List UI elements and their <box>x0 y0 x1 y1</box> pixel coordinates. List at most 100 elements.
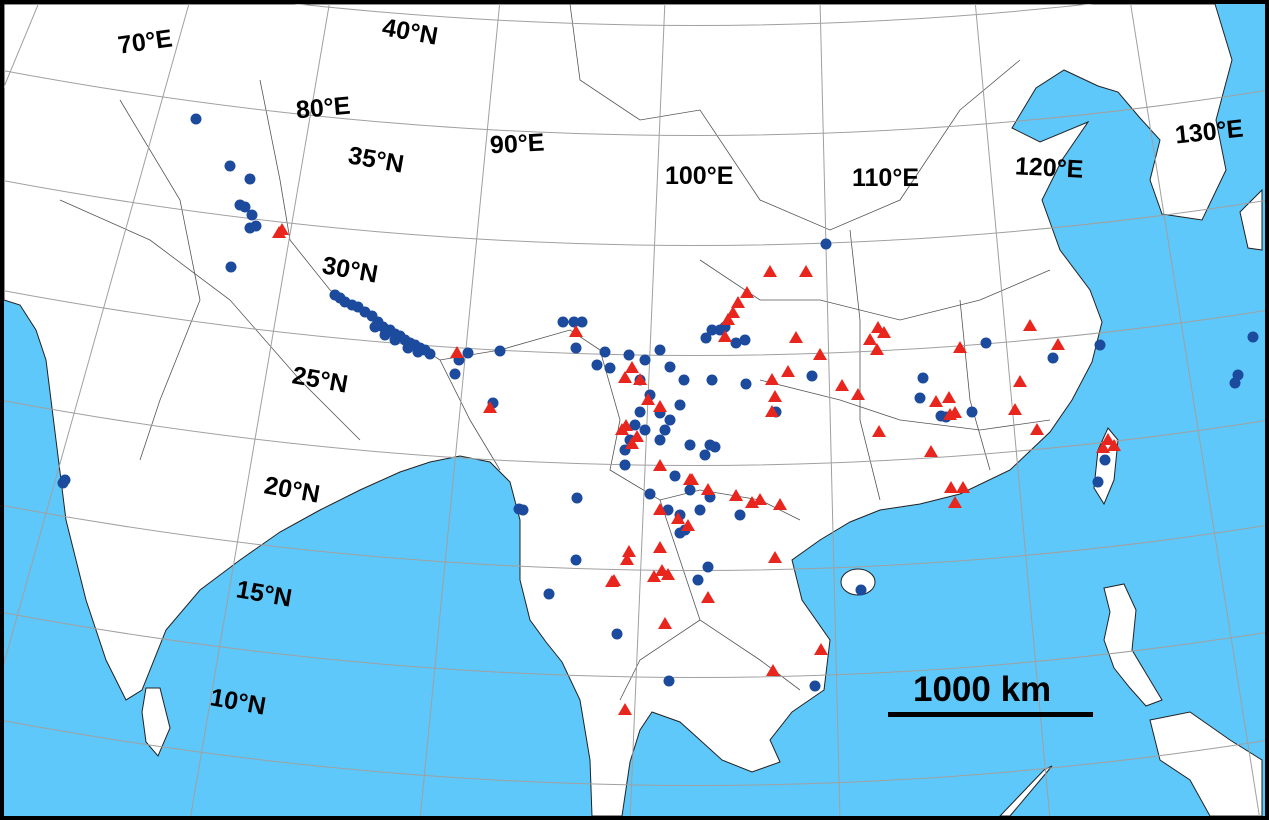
latitude-line <box>0 69 1269 136</box>
blue-circle-marker <box>654 434 666 446</box>
red-triangle-marker <box>622 545 636 557</box>
luzon <box>1103 583 1163 707</box>
blue-circle-marker <box>706 374 718 386</box>
latitude-line <box>0 719 1269 786</box>
blue-circle-marker <box>246 209 258 221</box>
red-triangle-marker <box>647 570 661 582</box>
longitude-line <box>0 0 191 680</box>
blue-circle-marker <box>570 342 582 354</box>
longitude-line <box>189 0 331 820</box>
red-triangle-marker <box>1051 338 1065 350</box>
red-triangle-marker <box>1013 375 1027 387</box>
blue-circle-marker <box>517 504 529 516</box>
red-triangle-marker <box>620 553 634 565</box>
blue-circle-marker <box>599 346 611 358</box>
blue-circle-marker <box>730 337 742 349</box>
blue-circle-marker <box>190 113 202 125</box>
blue-circle-marker <box>1092 476 1104 488</box>
border-line <box>439 359 501 471</box>
red-triangle-marker <box>740 286 754 298</box>
red-triangle-marker <box>483 401 497 413</box>
blue-circle-marker <box>1099 454 1111 466</box>
red-triangle-marker <box>768 551 782 563</box>
red-triangle-marker <box>653 541 667 553</box>
longitude-line <box>819 0 841 820</box>
blue-circle-marker <box>855 584 867 596</box>
blue-circle-marker <box>917 372 929 384</box>
red-triangle-marker <box>701 591 715 603</box>
blue-circle-marker <box>809 680 821 692</box>
blue-circle-marker <box>389 334 401 346</box>
blue-circle-marker <box>224 160 236 172</box>
scale-bar-label: 1000 km <box>913 670 1052 709</box>
blue-circle-marker <box>654 344 666 356</box>
blue-circle-marker <box>966 406 978 418</box>
scale-bar <box>888 712 1093 717</box>
blue-circle-marker <box>591 359 603 371</box>
blue-circle-marker <box>379 329 391 341</box>
japan-kyushu <box>1239 188 1263 251</box>
red-triangle-marker <box>729 489 743 501</box>
blue-circle-marker <box>706 324 718 336</box>
red-triangle-marker <box>726 306 740 318</box>
blue-circle-marker <box>644 488 656 500</box>
red-triangle-marker <box>763 265 777 277</box>
blue-circle-marker <box>678 374 690 386</box>
blue-circle-marker <box>239 201 251 213</box>
blue-circle-marker <box>619 459 631 471</box>
red-triangle-marker <box>814 643 828 655</box>
red-triangle-marker <box>942 391 956 403</box>
red-triangle-marker <box>618 703 632 715</box>
latitude-line <box>0 179 1269 246</box>
blue-circle-marker <box>369 321 381 333</box>
blue-circle-marker <box>659 424 671 436</box>
blue-circle-marker <box>611 628 623 640</box>
blue-circle-marker <box>543 588 555 600</box>
blue-circle-marker <box>702 561 714 573</box>
blue-circle-marker <box>412 346 424 358</box>
longitude-label-100e: 100°E <box>665 162 734 190</box>
blue-circle-marker <box>244 222 256 234</box>
border-line <box>59 199 361 441</box>
blue-circle-marker <box>709 441 721 453</box>
longitude-label-120e: 120°E <box>1014 152 1085 184</box>
latitude-line <box>0 289 1269 356</box>
blue-circle-marker <box>449 368 461 380</box>
blue-circle-marker <box>664 414 676 426</box>
blue-circle-marker <box>557 316 569 328</box>
border-line <box>959 299 991 471</box>
red-triangle-marker <box>1096 441 1110 453</box>
blue-circle-marker <box>59 474 71 486</box>
blue-circle-marker <box>820 238 832 250</box>
red-triangle-marker <box>835 379 849 391</box>
blue-circle-marker <box>462 347 474 359</box>
red-triangle-marker <box>773 498 787 510</box>
red-triangle-marker <box>625 437 639 449</box>
blue-circle-marker <box>663 675 675 687</box>
blue-circle-marker <box>684 484 696 496</box>
red-triangle-marker <box>641 393 655 405</box>
red-triangle-marker <box>661 568 675 580</box>
blue-circle-marker <box>629 419 641 431</box>
red-triangle-marker <box>718 330 732 342</box>
red-triangle-marker <box>653 503 667 515</box>
longitude-label-80e: 80°E <box>294 91 352 125</box>
red-triangle-marker <box>671 512 685 524</box>
red-triangle-marker <box>753 493 767 505</box>
red-triangle-marker <box>653 400 667 412</box>
red-triangle-marker <box>948 496 962 508</box>
border-line <box>849 229 881 501</box>
longitude-label-90e: 90°E <box>489 128 546 160</box>
red-triangle-marker <box>1023 319 1037 331</box>
red-triangle-marker <box>870 343 884 355</box>
occurrence-markers <box>57 113 1259 715</box>
red-triangle-marker <box>450 346 464 358</box>
mainland-asia <box>3 3 1233 817</box>
red-triangle-marker <box>605 575 619 587</box>
red-triangle-marker <box>630 430 644 442</box>
blue-circle-marker <box>806 370 818 382</box>
red-triangle-marker <box>681 519 695 531</box>
red-triangle-marker <box>683 473 697 485</box>
red-triangle-marker <box>765 373 779 385</box>
